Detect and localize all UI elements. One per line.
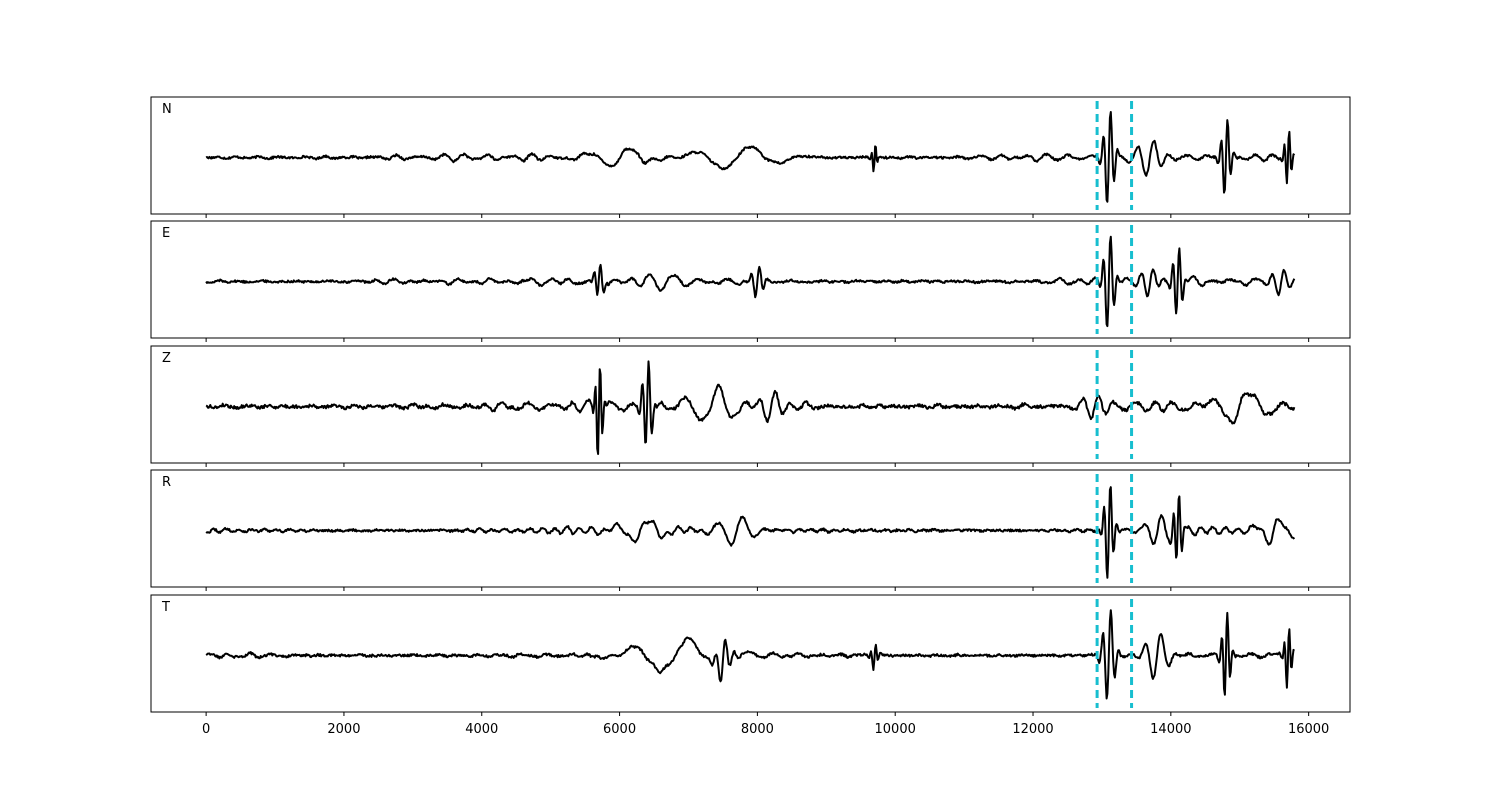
panel-n: N: [150, 96, 1351, 218]
panel-frame: [150, 345, 1351, 464]
x-tick-label: 10000: [875, 722, 916, 737]
x-tick-label: 6000: [603, 722, 636, 737]
x-tick-label: 16000: [1288, 722, 1329, 737]
panel-frame: [150, 96, 1351, 215]
panel-label: T: [161, 600, 170, 615]
x-tick-label: 4000: [465, 722, 498, 737]
x-tick-label: 8000: [741, 722, 774, 737]
trace-r: [205, 486, 1296, 579]
panel-frame: [150, 594, 1351, 713]
panel-label: N: [162, 102, 172, 117]
x-axis: 0 2000 4000 6000 8000 10000 12000 14000 16000: [202, 722, 1329, 737]
trace-n: [205, 111, 1296, 203]
trace-z: [205, 360, 1296, 455]
panel-label: R: [162, 475, 171, 490]
panel-frame: [150, 220, 1351, 339]
panel-label: E: [162, 226, 170, 241]
panels: N E Z R T: [150, 96, 1351, 716]
panel-z: Z: [150, 345, 1351, 467]
trace-t: [205, 609, 1296, 700]
x-tick-label: 14000: [1150, 722, 1191, 737]
x-tick-label: 12000: [1012, 722, 1053, 737]
panel-t: T: [150, 594, 1351, 716]
x-tick-label: 0: [202, 722, 210, 737]
panel-r: R: [150, 469, 1351, 591]
panel-e: E: [150, 220, 1351, 342]
panel-frame: [150, 469, 1351, 588]
x-tick-label: 2000: [327, 722, 360, 737]
trace-e: [205, 235, 1296, 328]
panel-label: Z: [162, 351, 171, 366]
